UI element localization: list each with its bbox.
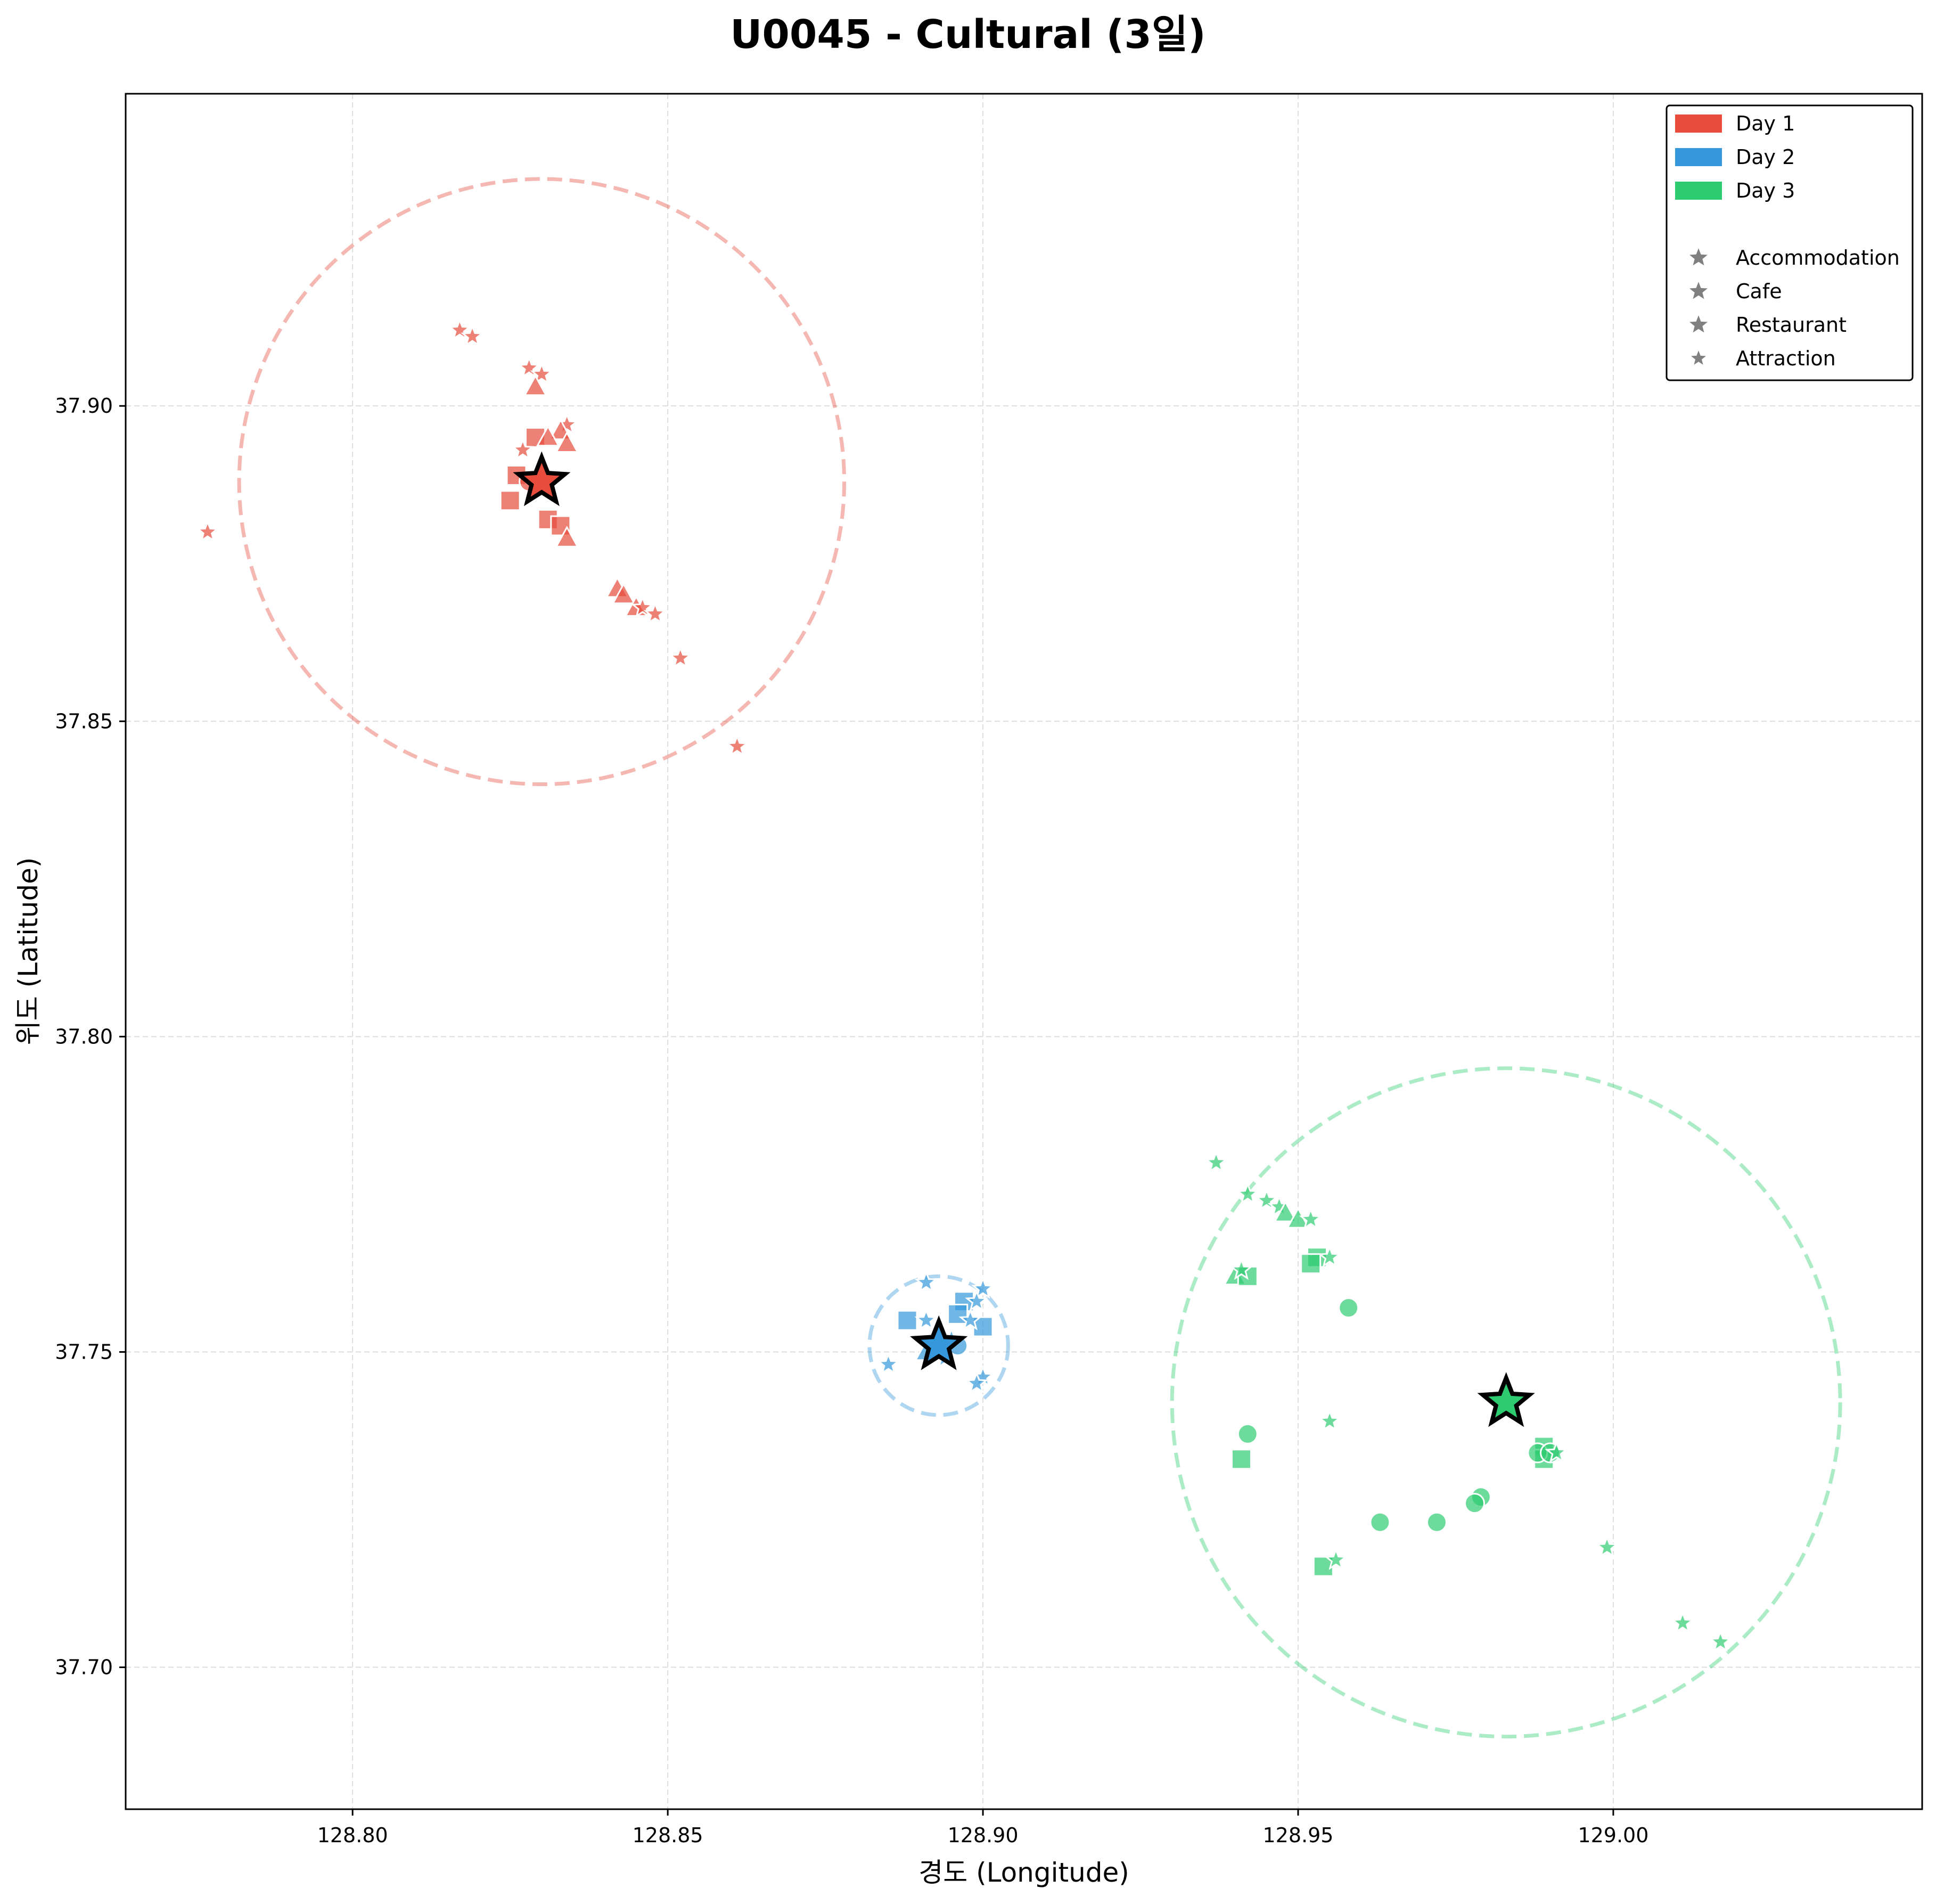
legend-day-swatch bbox=[1675, 115, 1722, 133]
attraction-marker bbox=[1318, 1245, 1342, 1268]
axis-ticks: 128.80 128.85 128.90 128.95 129.00 37.70 37.75… bbox=[55, 394, 1648, 1847]
legend-day-label: Day 2 bbox=[1736, 145, 1795, 169]
restaurant-marker bbox=[1426, 1511, 1447, 1533]
accommodation-marker bbox=[897, 1310, 918, 1331]
legend-day-label: Day 1 bbox=[1736, 112, 1795, 135]
attraction-marker bbox=[1324, 1548, 1348, 1570]
radius-circle bbox=[1170, 1066, 1842, 1739]
cafe-marker bbox=[555, 526, 579, 547]
y-tick-label: 37.90 bbox=[55, 394, 113, 418]
attraction-marker bbox=[1709, 1630, 1733, 1652]
center-star bbox=[910, 1315, 968, 1370]
legend-type-label: Restaurant bbox=[1736, 313, 1847, 337]
legend-day-label: Day 3 bbox=[1736, 179, 1795, 202]
restaurant-marker bbox=[1369, 1511, 1391, 1533]
radius-circle bbox=[237, 177, 847, 787]
y-tick-label: 37.75 bbox=[55, 1340, 113, 1363]
attraction-marker bbox=[195, 519, 219, 542]
x-tick-label: 128.90 bbox=[948, 1824, 1019, 1847]
restaurant-marker bbox=[1338, 1297, 1359, 1319]
attraction-marker bbox=[511, 438, 535, 460]
attraction-marker bbox=[914, 1270, 938, 1293]
restaurant-marker bbox=[1237, 1423, 1258, 1444]
day-radius-circles bbox=[237, 177, 1842, 1739]
y-tick-label: 37.80 bbox=[55, 1025, 113, 1048]
cafe-marker bbox=[523, 374, 547, 396]
x-axis-label: 경도 (Longitude) bbox=[918, 1857, 1129, 1888]
center-star bbox=[513, 451, 571, 506]
legend-star-icon bbox=[1691, 350, 1706, 365]
y-tick-label: 37.70 bbox=[55, 1656, 113, 1679]
accommodation-marker bbox=[972, 1316, 994, 1337]
plot-frame bbox=[125, 93, 1923, 1810]
attraction-marker bbox=[1299, 1207, 1323, 1230]
attraction-marker bbox=[1671, 1611, 1695, 1633]
attraction-marker bbox=[965, 1371, 989, 1394]
accommodation-marker bbox=[499, 490, 521, 511]
attraction-marker bbox=[1254, 1188, 1278, 1211]
legend-square-icon bbox=[1689, 248, 1708, 266]
attraction-marker bbox=[530, 362, 554, 385]
attraction-marker bbox=[725, 734, 749, 757]
attraction-marker bbox=[958, 1308, 982, 1330]
attraction-marker bbox=[1318, 1409, 1342, 1432]
attraction-marker bbox=[1595, 1535, 1619, 1558]
attraction-marker bbox=[914, 1308, 938, 1330]
legend: Day 1 Day 2 Day 3 Accommodation Cafe Restaura… bbox=[1666, 104, 1914, 381]
attraction-marker bbox=[965, 1289, 989, 1312]
x-tick-label: 128.80 bbox=[317, 1824, 388, 1847]
legend-circle-icon bbox=[1689, 315, 1708, 333]
attraction-marker bbox=[630, 595, 654, 618]
restaurant-marker bbox=[1464, 1493, 1485, 1514]
accommodation-marker bbox=[1300, 1253, 1322, 1274]
x-tick-label: 129.00 bbox=[1578, 1824, 1648, 1847]
legend-day-swatch bbox=[1675, 148, 1722, 166]
accommodation-marker bbox=[1230, 1449, 1252, 1470]
accommodation-marker bbox=[550, 515, 571, 536]
cafe-marker bbox=[611, 582, 636, 604]
radius-circle bbox=[867, 1274, 1010, 1417]
cafe-marker bbox=[1273, 1200, 1298, 1222]
cafe-marker bbox=[555, 431, 579, 453]
x-tick-label: 128.85 bbox=[633, 1824, 703, 1847]
legend-type-label: Cafe bbox=[1736, 280, 1782, 303]
x-tick-label: 128.95 bbox=[1262, 1824, 1333, 1847]
day-centers bbox=[513, 451, 1535, 1427]
attraction-marker bbox=[461, 324, 485, 347]
attraction-marker bbox=[517, 356, 541, 378]
grid-layer bbox=[126, 94, 1922, 1809]
attraction-marker bbox=[643, 601, 667, 624]
legend-type-label: Accommodation bbox=[1736, 246, 1900, 269]
attraction-marker bbox=[1229, 1257, 1253, 1280]
attraction-marker bbox=[448, 318, 472, 340]
cafe-marker bbox=[536, 424, 560, 447]
legend-triangle-icon bbox=[1689, 282, 1708, 299]
legend-box bbox=[1666, 104, 1914, 381]
legend-type-label: Attraction bbox=[1736, 347, 1836, 370]
attraction-marker bbox=[876, 1352, 900, 1375]
y-axis-label: 위도 (Latitude) bbox=[13, 857, 44, 1045]
chart-title: U0045 - Cultural (3일) bbox=[730, 12, 1205, 58]
center-star bbox=[1477, 1372, 1535, 1427]
y-tick-label: 37.85 bbox=[55, 709, 113, 733]
attraction-marker bbox=[1545, 1440, 1569, 1463]
data-points bbox=[195, 318, 1733, 1652]
legend-day-swatch bbox=[1675, 182, 1722, 200]
attraction-marker bbox=[1204, 1150, 1228, 1173]
attraction-marker bbox=[1236, 1182, 1260, 1205]
accommodation-marker bbox=[947, 1303, 969, 1325]
attraction-marker bbox=[668, 645, 692, 668]
attraction-marker bbox=[971, 1276, 995, 1299]
